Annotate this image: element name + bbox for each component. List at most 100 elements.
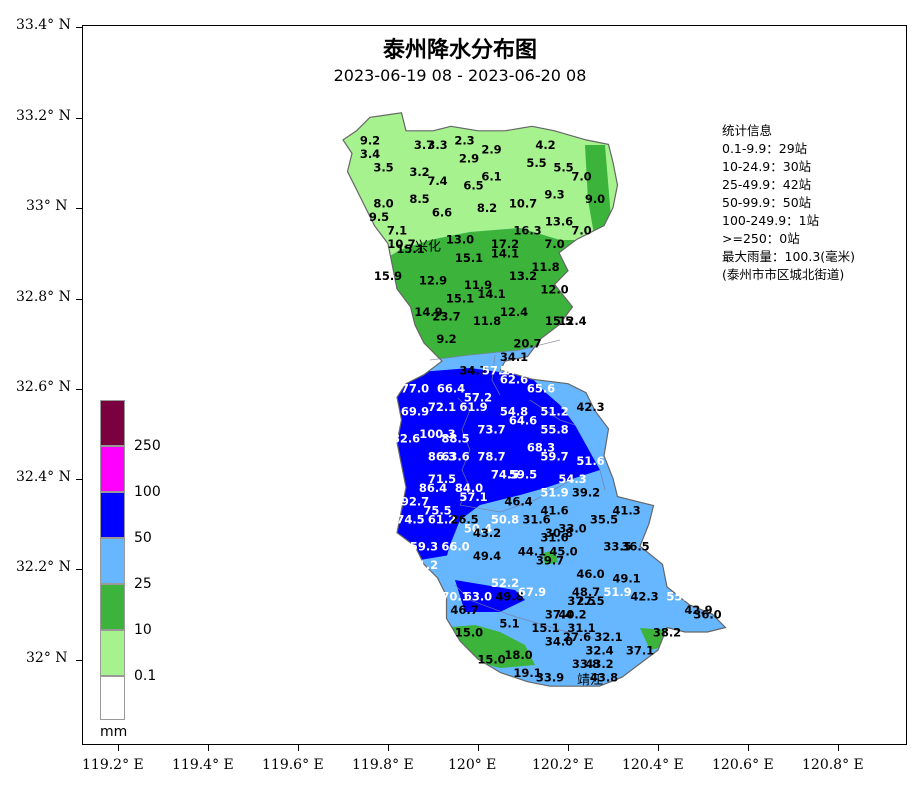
- station-value: 15.1: [446, 291, 474, 305]
- station-value: 61.2: [428, 513, 456, 527]
- station-value: 49.1: [612, 571, 640, 585]
- y-tick: [76, 299, 82, 300]
- x-tick: [208, 745, 209, 751]
- station-value: 49.4: [473, 549, 501, 563]
- station-value: 16.3: [513, 224, 541, 238]
- station-value: 46.0: [576, 567, 604, 581]
- legend-label-0-1: 0.1: [134, 668, 157, 684]
- station-value: 31.1: [567, 621, 595, 635]
- y-tick-label: 32.6° N: [16, 379, 71, 395]
- station-value: 54.8: [500, 404, 528, 418]
- station-value: 63.6: [441, 449, 469, 463]
- legend-label-250: 250: [134, 438, 161, 454]
- station-value: 51.6: [576, 454, 604, 468]
- station-value: 44.1: [518, 544, 546, 558]
- station-value: 9.3: [544, 188, 564, 202]
- x-tick-label: 119.8° E: [352, 757, 414, 773]
- station-value: 14.9: [414, 305, 442, 319]
- station-value: 12.9: [419, 273, 447, 287]
- station-value: 15.0: [477, 653, 505, 667]
- station-value: 5.5: [526, 156, 546, 170]
- station-value: 7.0: [571, 224, 591, 238]
- legend-swatch-0-1: [100, 630, 125, 676]
- station-value: 70.1: [441, 589, 469, 603]
- station-value: 43.8: [590, 671, 618, 685]
- zone-light-green: [343, 112, 620, 262]
- legend-swatch-10: [100, 584, 125, 630]
- x-tick-label: 119.4° E: [172, 757, 234, 773]
- station-value: 15.1: [396, 242, 424, 256]
- x-tick: [388, 745, 389, 751]
- y-tick-label: 33.2° N: [16, 108, 71, 124]
- station-value: 2.9: [459, 151, 479, 165]
- x-tick-label: 120.8° E: [802, 757, 864, 773]
- station-value: 18.0: [504, 648, 532, 662]
- stats-line: 10-24.9：30站: [722, 159, 812, 174]
- station-value: 11.8: [473, 314, 501, 328]
- station-value: 33.0: [558, 522, 586, 536]
- station-value: 46.4: [504, 495, 532, 509]
- station-value: 46.7: [450, 603, 478, 617]
- map-title: 泰州降水分布图: [382, 38, 537, 63]
- stats-line: (泰州市市区城北街道): [722, 267, 845, 282]
- station-value: 37.1: [626, 644, 654, 658]
- station-value: 100.3: [419, 427, 455, 441]
- station-value: 40.2: [558, 608, 586, 622]
- station-value: 33.5: [603, 540, 631, 554]
- y-tick: [76, 479, 82, 480]
- station-value: 17.2: [491, 237, 519, 251]
- station-value: 9.2: [436, 332, 456, 346]
- y-tick-label: 32.2° N: [16, 559, 71, 575]
- station-value: 37.4: [545, 608, 573, 622]
- legend-swatch-zero: [100, 676, 125, 720]
- station-value: 23.7: [432, 310, 460, 324]
- station-value: 10.7: [387, 237, 415, 251]
- y-tick-label: 32.4° N: [16, 469, 71, 485]
- station-value: 68.3: [527, 440, 555, 454]
- station-value: 35.5: [590, 513, 618, 527]
- station-value: 51.9: [603, 585, 631, 599]
- station-value: 62.6: [500, 373, 528, 387]
- station-value: 7.4: [427, 174, 447, 188]
- y-tick-label: 33.4° N: [16, 17, 71, 33]
- station-value: 27.5: [576, 594, 604, 608]
- station-value: 34.7: [459, 364, 487, 378]
- station-value: 20.7: [513, 337, 541, 351]
- station-value: 69.9: [401, 404, 429, 418]
- stats-line: 25-49.9：42站: [722, 177, 812, 192]
- station-value: 38.2: [653, 626, 681, 640]
- station-values: 9.23.43.73.3 2.32.92.94.23.5 3.27.4 6.56.15…: [360, 133, 722, 684]
- station-value: 59.7: [540, 449, 568, 463]
- station-value: 57.2: [464, 391, 492, 405]
- station-value: 15.0: [455, 626, 483, 640]
- station-value: 6.5: [463, 179, 483, 193]
- station-value: 49.8: [495, 589, 523, 603]
- y-tick: [76, 27, 82, 28]
- station-value: 82.6: [392, 431, 420, 445]
- station-value: 33.8: [572, 657, 600, 671]
- stats-line: 最大雨量：100.3(毫米): [722, 249, 856, 264]
- y-tick: [76, 569, 82, 570]
- station-value: 39.7: [536, 553, 564, 567]
- legend-swatch-50: [100, 492, 125, 538]
- station-value: 30.8: [545, 526, 573, 540]
- station-value: 34.1: [500, 350, 528, 364]
- station-value: 8.0: [373, 197, 393, 211]
- station-value: 31.6: [522, 513, 550, 527]
- legend-label-25: 25: [134, 576, 152, 592]
- station-value: 4.2: [535, 138, 555, 152]
- y-tick: [76, 660, 82, 661]
- y-tick-label: 33° N: [26, 198, 68, 214]
- station-value: 41.6: [540, 504, 568, 518]
- y-tick-label: 32° N: [26, 650, 68, 666]
- zone-green-dot: [543, 550, 558, 565]
- station-value: 50.8: [491, 513, 519, 527]
- x-tick-label: 119.6° E: [262, 757, 324, 773]
- x-tick: [478, 745, 479, 751]
- x-tick: [568, 745, 569, 751]
- station-value: 55.9: [666, 589, 694, 603]
- station-value: 48.7: [572, 585, 600, 599]
- station-value: 86.4: [419, 481, 447, 495]
